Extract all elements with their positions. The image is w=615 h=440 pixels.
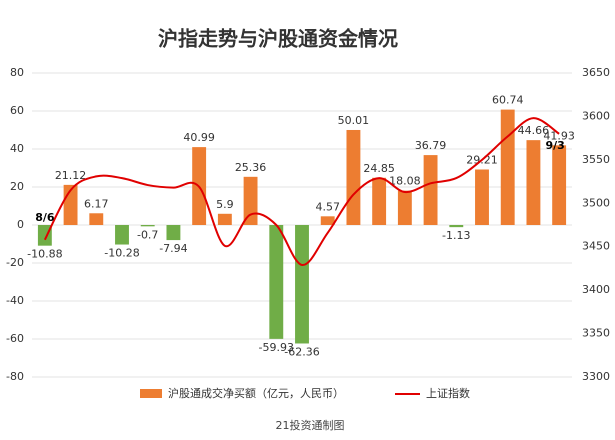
- legend-label: 沪股通成交净买额（亿元，人民币）: [168, 386, 344, 400]
- y-tick-label: 0: [17, 218, 24, 231]
- data-label: 40.99: [183, 131, 215, 144]
- y-tick-label: -40: [6, 294, 24, 307]
- y2-tick-label: 3450: [582, 240, 610, 253]
- bar: [500, 109, 515, 225]
- y-tick-label: -80: [6, 370, 24, 383]
- chart-title: 沪指走势与沪股通资金情况: [158, 27, 398, 51]
- line: [43, 117, 560, 266]
- bar: [475, 169, 489, 225]
- bar: [269, 225, 284, 339]
- data-label: -0.7: [137, 228, 158, 241]
- bar: [320, 216, 335, 225]
- bar: [526, 140, 541, 225]
- data-label: 44.66: [518, 124, 550, 137]
- bar: [243, 176, 258, 225]
- data-label: -7.94: [159, 242, 187, 255]
- bar: [397, 190, 412, 225]
- y-tick-label: 60: [10, 104, 24, 117]
- bar: [295, 225, 309, 344]
- y-tick-label: 20: [10, 180, 24, 193]
- y2-tick-label: 3550: [582, 153, 610, 166]
- y2-tick-label: 3350: [582, 327, 610, 340]
- bar: [346, 129, 361, 225]
- y-tick-label: -20: [6, 256, 24, 269]
- x-annotation: 8/6: [35, 211, 55, 224]
- data-label: 4.57: [315, 200, 340, 213]
- y-tick-label: 40: [10, 142, 24, 155]
- y2-tick-label: 3650: [582, 66, 610, 79]
- data-label: 18.08: [389, 175, 421, 188]
- data-label: 6.17: [84, 197, 109, 210]
- bar: [115, 225, 129, 245]
- data-label: 50.01: [338, 114, 370, 127]
- data-label: 5.9: [216, 198, 234, 211]
- data-label: -10.28: [104, 247, 139, 260]
- x-annotation: 9/3: [545, 139, 564, 152]
- y2-tick-label: 3300: [582, 370, 610, 383]
- bar: [166, 225, 181, 241]
- data-label: -59.93: [259, 341, 294, 354]
- data-label: -10.88: [27, 248, 62, 261]
- bar: [140, 225, 155, 227]
- bar: [449, 225, 464, 228]
- y2-tick-label: 3400: [582, 283, 610, 296]
- data-label: 60.74: [492, 94, 524, 107]
- legend-swatch: [140, 389, 162, 398]
- data-label: 25.36: [235, 161, 267, 174]
- data-label: 21.12: [55, 169, 87, 182]
- y-tick-label: -60: [6, 332, 24, 345]
- data-label: -62.36: [284, 345, 319, 358]
- data-label: 41.93: [543, 129, 575, 142]
- y-tick-label: 80: [10, 66, 24, 79]
- legend-label: 上证指数: [426, 386, 470, 400]
- y2-tick-label: 3500: [582, 196, 610, 209]
- y2-tick-label: 3600: [582, 109, 610, 122]
- bar: [552, 145, 567, 225]
- bar: [89, 213, 104, 225]
- data-label: -1.13: [442, 229, 470, 242]
- bar: [217, 213, 232, 225]
- data-label: 36.79: [415, 139, 447, 152]
- bar: [423, 155, 438, 225]
- bar: [372, 177, 387, 225]
- footer: 21投资通制图: [276, 418, 345, 432]
- data-label: 24.85: [363, 162, 395, 175]
